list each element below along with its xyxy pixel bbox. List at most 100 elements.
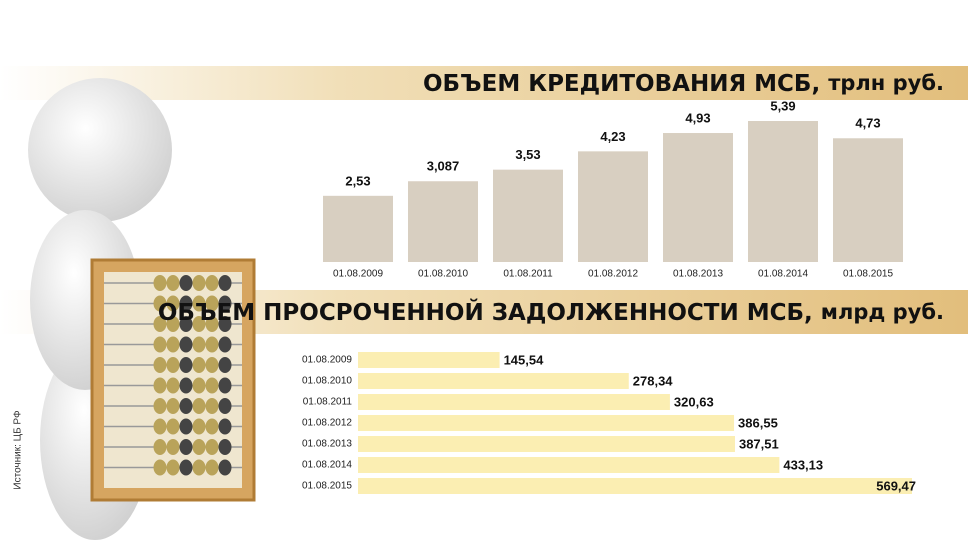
bar bbox=[833, 138, 903, 262]
abacus-bead bbox=[192, 439, 206, 455]
x-tick-label: 01.08.2012 bbox=[588, 269, 638, 280]
bar bbox=[663, 133, 733, 262]
abacus-bead bbox=[192, 418, 206, 435]
value-label: 387,51 bbox=[739, 436, 779, 451]
abacus-bead bbox=[166, 377, 180, 394]
bar bbox=[323, 195, 393, 262]
abacus-bead bbox=[179, 377, 193, 394]
y-tick-label: 01.08.2013 bbox=[302, 439, 352, 450]
y-tick-label: 01.08.2009 bbox=[302, 355, 352, 366]
x-tick-label: 01.08.2009 bbox=[333, 269, 383, 280]
y-tick-label: 01.08.2012 bbox=[302, 418, 352, 429]
abacus-bead bbox=[153, 316, 167, 332]
abacus-bead bbox=[153, 398, 167, 414]
bar bbox=[493, 169, 563, 262]
abacus-bead bbox=[179, 398, 193, 414]
abacus-bead bbox=[179, 418, 193, 435]
abacus-bead bbox=[218, 418, 232, 435]
abacus-bead bbox=[166, 275, 180, 291]
bar bbox=[748, 121, 818, 262]
abacus-bead bbox=[153, 295, 167, 312]
abacus-bead bbox=[218, 336, 232, 353]
bar bbox=[578, 151, 648, 262]
value-label: 145,54 bbox=[504, 352, 545, 367]
abacus-bead bbox=[166, 459, 180, 476]
abacus-bead bbox=[192, 295, 206, 312]
x-tick-label: 01.08.2011 bbox=[503, 269, 553, 280]
abacus-bead bbox=[205, 316, 219, 332]
chart-title: ОБЪЕМ КРЕДИТОВАНИЯ МСБ, трлн руб. bbox=[423, 71, 944, 97]
abacus-bead bbox=[205, 439, 219, 455]
abacus-bead bbox=[192, 459, 206, 476]
abacus-bead bbox=[179, 275, 193, 291]
abacus-bead bbox=[205, 459, 219, 476]
abacus-bead bbox=[218, 398, 232, 414]
abacus-bead bbox=[166, 295, 180, 312]
abacus-bead bbox=[153, 275, 167, 291]
abacus-beads bbox=[104, 275, 242, 476]
y-tick-label: 01.08.2010 bbox=[302, 376, 352, 387]
abacus-bead bbox=[166, 439, 180, 455]
source-note: Источник: ЦБ РФ bbox=[13, 410, 24, 490]
abacus-bead bbox=[192, 398, 206, 414]
x-tick-label: 01.08.2013 bbox=[673, 269, 723, 280]
bar bbox=[408, 181, 478, 262]
abacus-bead bbox=[192, 275, 206, 291]
bar bbox=[358, 436, 735, 452]
abacus-bead bbox=[153, 439, 167, 455]
abacus-bead bbox=[205, 357, 219, 373]
y-tick-label: 01.08.2014 bbox=[302, 460, 352, 471]
bar bbox=[358, 373, 629, 389]
abacus-bead bbox=[218, 459, 232, 476]
abacus-bead bbox=[205, 418, 219, 435]
x-tick-label: 01.08.2015 bbox=[843, 269, 893, 280]
abacus-bead bbox=[179, 459, 193, 476]
abacus-bead bbox=[205, 377, 219, 394]
value-label: 5,39 bbox=[770, 98, 795, 113]
abacus-bead bbox=[192, 357, 206, 373]
bar bbox=[358, 394, 670, 410]
abacus-bead bbox=[218, 439, 232, 455]
abacus-bead bbox=[192, 316, 206, 332]
value-label: 433,13 bbox=[783, 457, 823, 472]
abacus-bead bbox=[153, 459, 167, 476]
abacus-bead bbox=[179, 336, 193, 353]
abacus-bead bbox=[192, 377, 206, 394]
abacus-bead bbox=[166, 418, 180, 435]
abacus-bead bbox=[179, 316, 193, 332]
value-label: 569,47 bbox=[876, 478, 916, 493]
value-label: 278,34 bbox=[633, 373, 674, 388]
header-band bbox=[0, 66, 968, 100]
x-tick-label: 01.08.2010 bbox=[418, 269, 468, 280]
abacus-bead bbox=[166, 336, 180, 353]
abacus-bead bbox=[205, 275, 219, 291]
abacus-bead bbox=[218, 357, 232, 373]
value-label: 386,55 bbox=[738, 415, 778, 430]
value-label: 2,53 bbox=[345, 173, 370, 188]
value-label: 4,93 bbox=[685, 110, 710, 125]
abacus-bead bbox=[205, 336, 219, 353]
bar bbox=[358, 352, 500, 368]
abacus-bead bbox=[166, 316, 180, 332]
abacus-bead bbox=[166, 357, 180, 373]
abacus-bead bbox=[153, 418, 167, 435]
chart-title: ОБЪЕМ ПРОСРОЧЕННОЙ ЗАДОЛЖЕННОСТИ МСБ, мл… bbox=[158, 298, 944, 326]
abacus-bead bbox=[205, 398, 219, 414]
value-label: 4,23 bbox=[600, 129, 625, 144]
x-tick-label: 01.08.2014 bbox=[758, 269, 808, 280]
abacus-bead bbox=[166, 398, 180, 414]
y-tick-label: 01.08.2011 bbox=[303, 397, 353, 408]
abacus-bead bbox=[218, 316, 232, 332]
abacus-bead bbox=[218, 295, 232, 312]
bar bbox=[358, 457, 780, 473]
abacus-bead bbox=[218, 275, 232, 291]
abacus-bead bbox=[205, 295, 219, 312]
abacus-bead bbox=[153, 336, 167, 353]
abacus-bead bbox=[153, 357, 167, 373]
abacus-bead bbox=[179, 439, 193, 455]
bar bbox=[358, 415, 735, 431]
value-label: 320,63 bbox=[674, 394, 714, 409]
value-label: 4,73 bbox=[855, 116, 880, 131]
value-label: 3,53 bbox=[515, 147, 540, 162]
